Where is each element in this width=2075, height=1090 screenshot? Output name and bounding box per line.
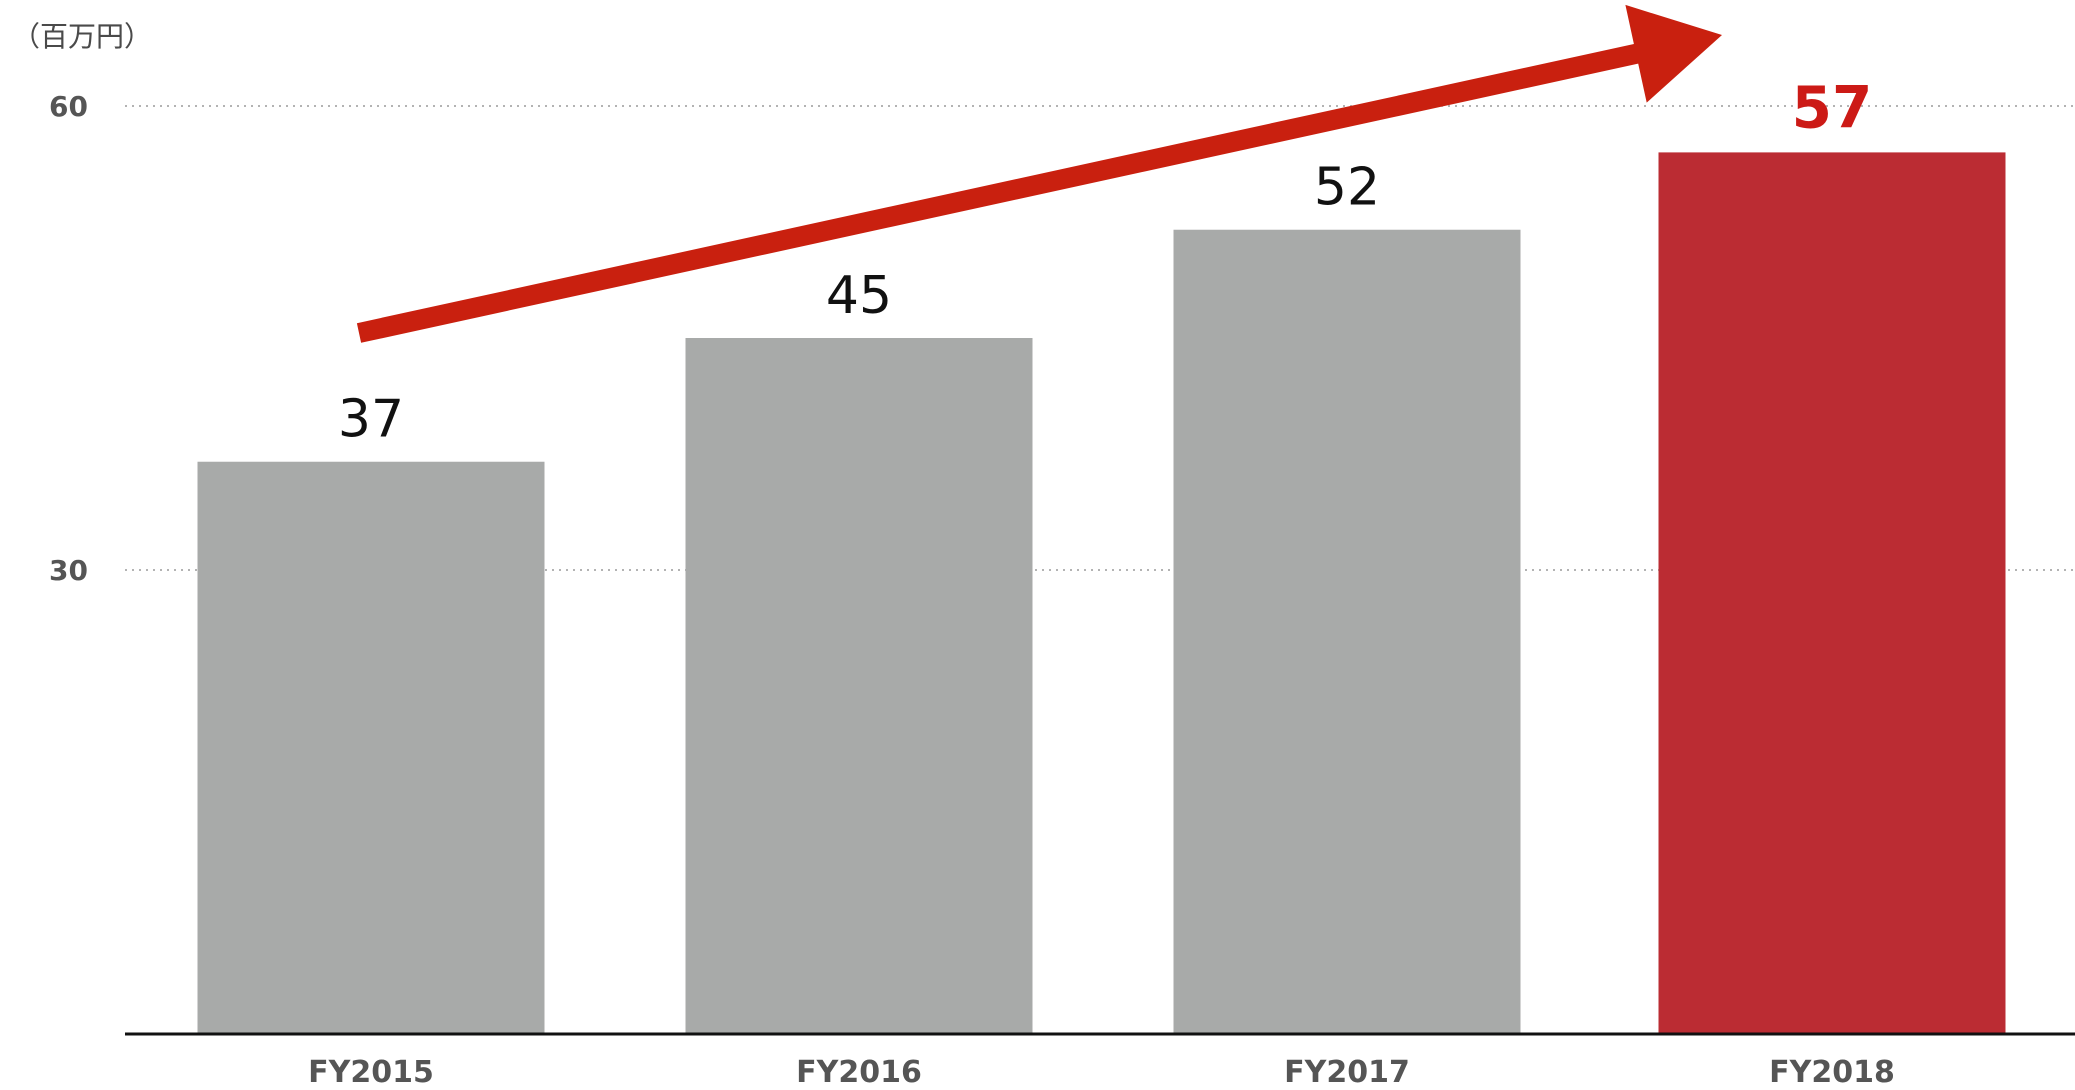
y-tick-label: 30 [49,554,88,587]
value-label: 37 [338,390,404,450]
value-label: 45 [826,266,892,326]
bar-FY2017 [1173,229,1521,1034]
bar-FY2015 [197,461,545,1034]
x-tick-label: FY2015 [308,1055,434,1090]
bar-FY2016 [685,338,1033,1034]
x-axis-ticks: FY2015 FY2016 FY2017 FY2018 [308,1055,1895,1090]
x-tick-label: FY2016 [796,1055,922,1090]
y-axis-ticks: 60 30 [49,90,88,587]
trend-arrow [356,4,1722,343]
bar-FY2018 [1658,152,2006,1034]
trend-arrow-group [356,4,1722,343]
x-tick-label: FY2017 [1284,1055,1410,1090]
value-labels: 37 45 52 57 [338,73,1872,449]
bars [197,152,2006,1034]
y-tick-label: 60 [49,90,88,123]
value-label: 57 [1792,73,1873,141]
x-tick-label: FY2018 [1769,1055,1895,1090]
unit-label: （百万円） [12,20,152,53]
value-label: 52 [1314,158,1380,218]
